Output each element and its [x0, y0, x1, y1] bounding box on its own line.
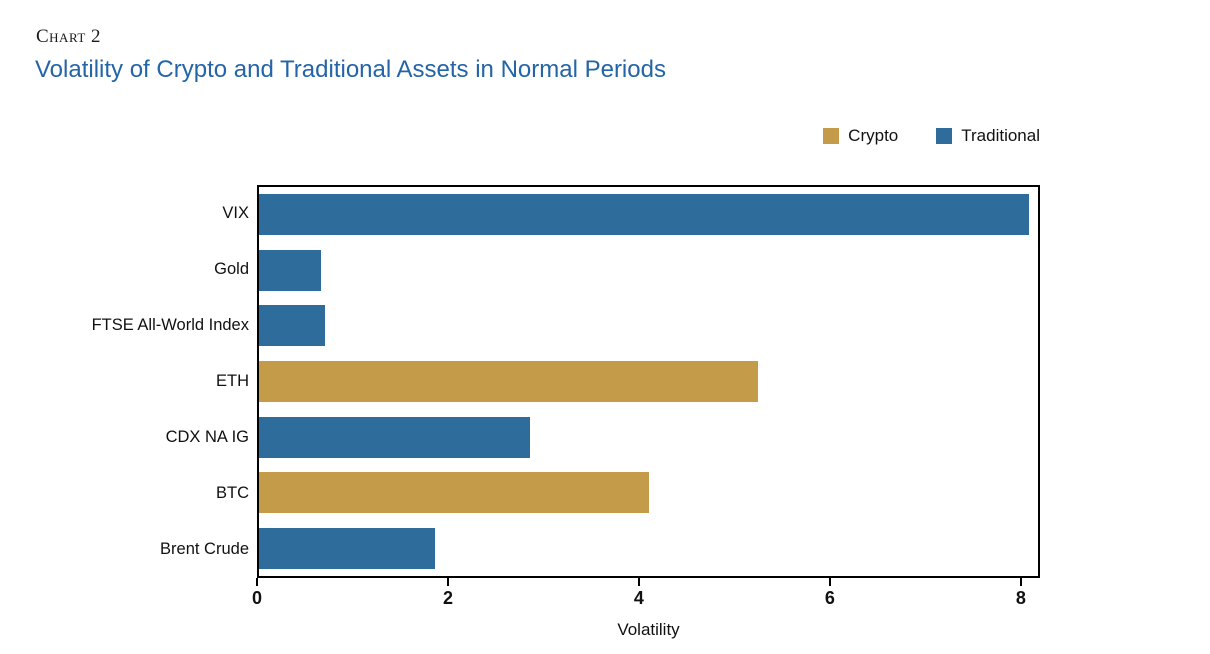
x-axis-title: Volatility: [617, 620, 680, 639]
bar-btc: [259, 472, 649, 514]
y-axis-label: ETH: [216, 371, 249, 390]
y-axis-label: VIX: [222, 203, 249, 222]
y-axis-label: Brent Crude: [160, 540, 249, 559]
y-axis-labels: VIX Gold FTSE All-World Index ETH CDX NA IG B…: [0, 185, 249, 578]
x-tick-mark: [256, 578, 258, 586]
legend-label-traditional: Traditional: [961, 126, 1040, 145]
x-tick-mark: [637, 578, 640, 586]
x-tick-mark: [446, 578, 449, 586]
plot-frame: [257, 185, 1040, 578]
y-axis-label: BTC: [216, 484, 249, 503]
x-tick-mark: [828, 578, 831, 586]
chart-number-label: Chart 2: [36, 26, 102, 47]
bar-gold: [259, 249, 321, 291]
x-tick-mark: [1019, 578, 1022, 586]
legend-label-crypto: Crypto: [848, 126, 899, 145]
x-tick-label: 6: [824, 588, 835, 608]
x-tick-label: 4: [633, 588, 644, 608]
legend-item-traditional: Traditional: [936, 126, 1040, 146]
legend-item-crypto: Crypto: [823, 126, 898, 146]
y-axis-label: Gold: [214, 259, 249, 278]
y-axis-label: FTSE All-World Index: [91, 315, 249, 334]
x-axis-ticks: 0 2 4 6 8: [252, 578, 1040, 618]
bar-cdx-na-ig: [259, 416, 530, 458]
chart-title: Volatility of Crypto and Traditional Ass…: [35, 56, 666, 83]
y-axis-label: CDX NA IG: [165, 428, 249, 447]
bar-ftse-all-world-index: [259, 305, 326, 347]
plot-area: [259, 187, 1038, 576]
bar-brent-crude: [259, 527, 435, 569]
traditional-swatch-icon: [936, 128, 953, 144]
x-tick-label: 8: [1015, 588, 1026, 608]
x-tick-label: 2: [442, 588, 453, 608]
legend: Crypto Traditional: [770, 126, 1040, 146]
x-tick-label: 0: [251, 588, 263, 608]
crypto-swatch-icon: [823, 128, 840, 144]
bar-vix: [259, 194, 1029, 236]
bar-eth: [259, 360, 758, 403]
